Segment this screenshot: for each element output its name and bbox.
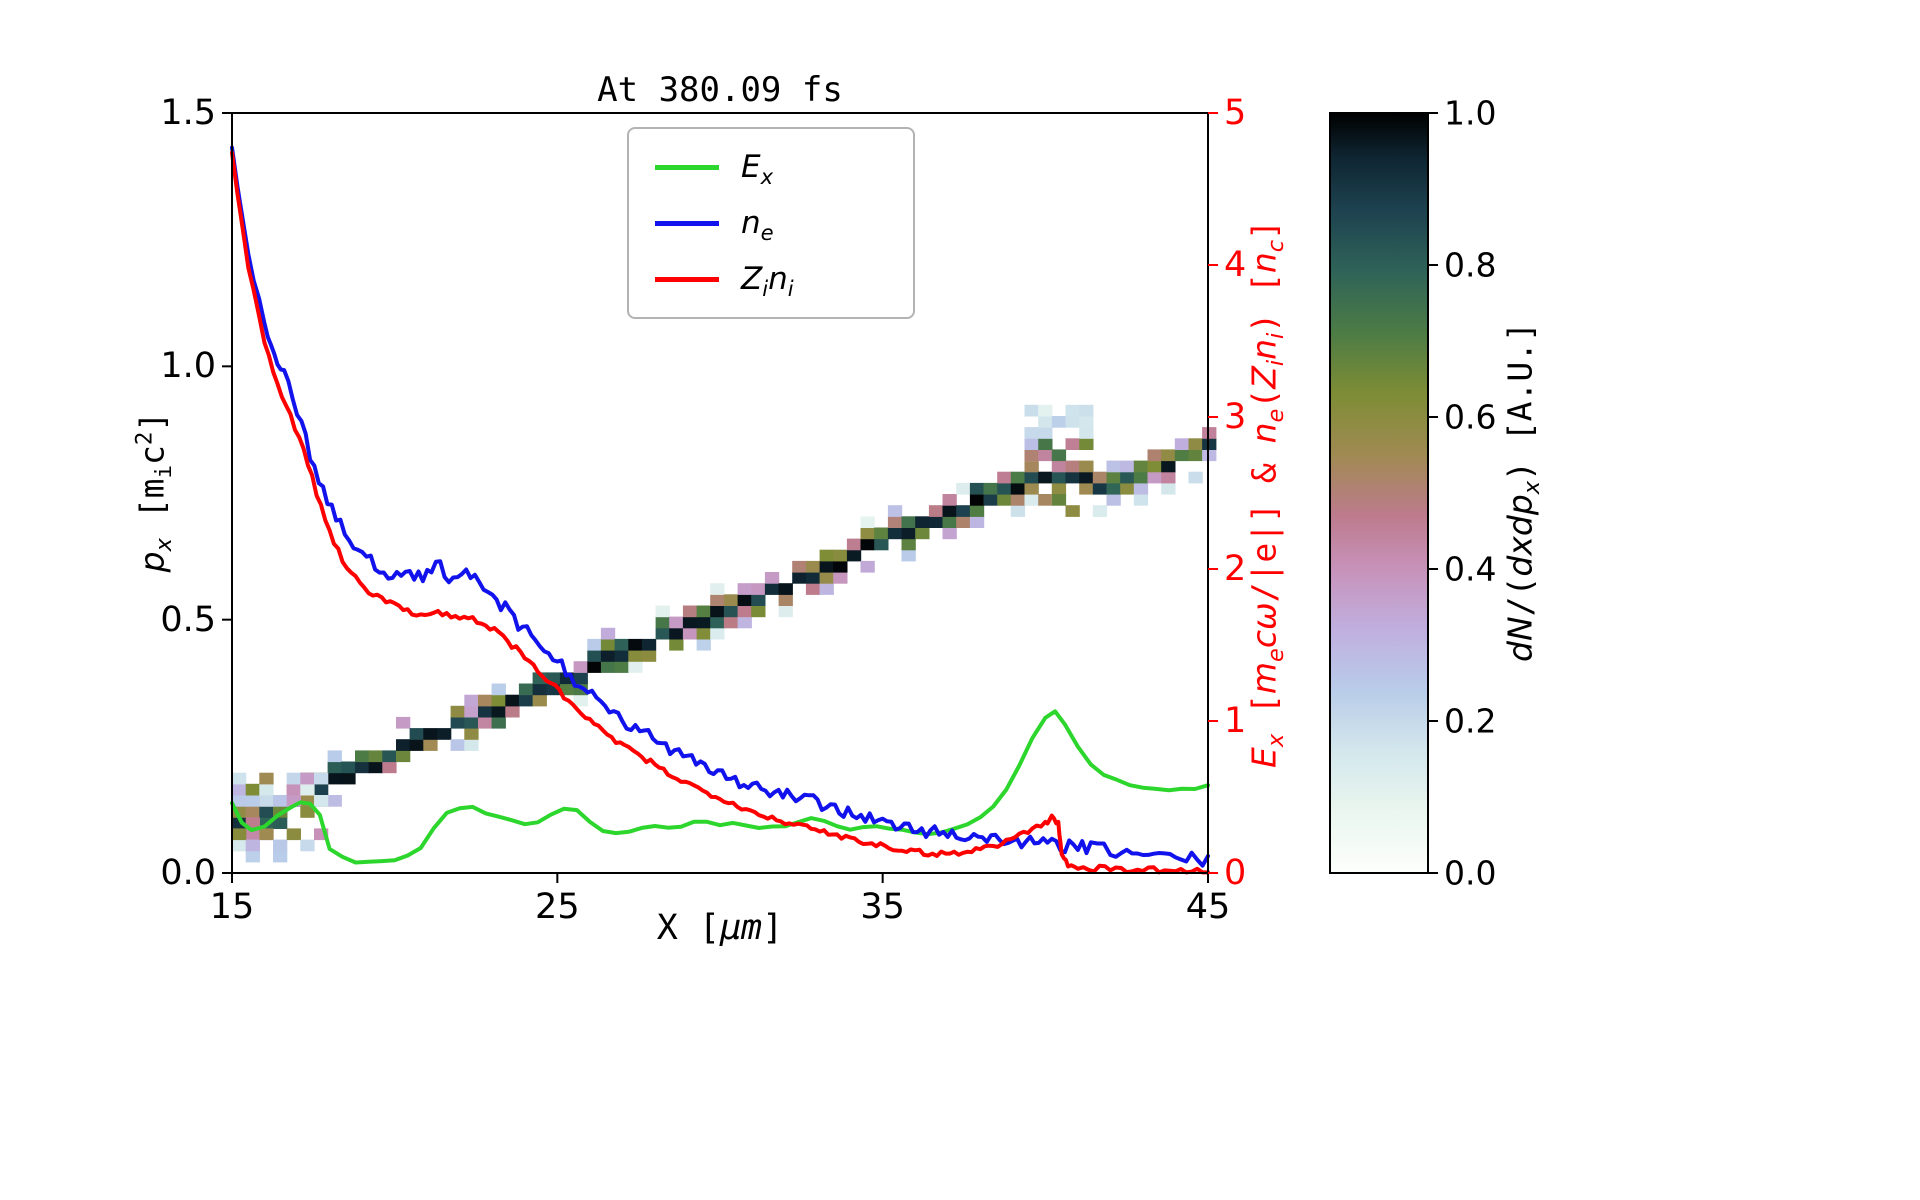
colorbar-tick-label: 1.0 [1444, 93, 1497, 133]
colorbar-tick-label: 0.8 [1444, 245, 1497, 285]
colorbar-gradient [1330, 113, 1428, 873]
y-left-tick-label: 0.5 [160, 599, 216, 640]
y-left-tick-label: 1.0 [160, 346, 216, 387]
colorbar-tick-label: 0.6 [1444, 397, 1497, 437]
plot-border [231, 112, 1209, 874]
legend: Ex ne Zini [627, 127, 915, 319]
legend-line-sample-ne [655, 220, 719, 226]
colorbar-label: dN/(dxdpx) [A.U.] [1500, 322, 1546, 662]
y-right-tick-label: 2 [1224, 549, 1247, 589]
colorbar-tick-label: 0.2 [1444, 701, 1497, 741]
legend-label-zini: Zini [741, 261, 794, 302]
ne-curve [230, 145, 1210, 868]
legend-label-ne: ne [741, 205, 774, 246]
x-tick-label: 45 [1185, 887, 1231, 927]
y-left-tick-label: 1.5 [160, 93, 216, 133]
y-right-tick-label: 3 [1224, 397, 1247, 437]
y-left-axis-label: px [mic2] [131, 411, 178, 573]
plot-title: At 380.09 fs [597, 70, 843, 110]
x-axis-label: X [μm] [656, 908, 784, 948]
y-left-tick-label: 0.0 [160, 853, 216, 893]
zini-curve [230, 150, 1210, 875]
legend-entry-ne: ne [655, 199, 887, 247]
colorbar-border [1329, 112, 1429, 874]
colorbar-tick-label: 0.4 [1444, 549, 1497, 589]
y-right-tick-label: 5 [1224, 93, 1247, 133]
legend-line-sample-ex [655, 164, 719, 170]
legend-entry-zini: Zini [655, 255, 887, 303]
ex-curve [230, 709, 1210, 865]
y-right-tick-label: 4 [1224, 245, 1247, 285]
x-tick-label: 15 [209, 887, 255, 927]
legend-entry-ex: Ex [655, 143, 887, 191]
colorbar-tick-label: 0.0 [1444, 853, 1497, 893]
phase-space-heatmap [232, 404, 1217, 863]
y-right-tick-label: 0 [1224, 853, 1247, 893]
y-right-axis-label: Ex [mecω/|e|] & ne(Zini) [nc] [1244, 220, 1290, 768]
x-tick-label: 25 [535, 887, 580, 927]
x-tick-label: 35 [860, 887, 905, 927]
y-right-tick-label: 1 [1224, 701, 1247, 741]
legend-line-sample-zini [655, 276, 719, 282]
legend-label-ex: Ex [741, 149, 774, 190]
